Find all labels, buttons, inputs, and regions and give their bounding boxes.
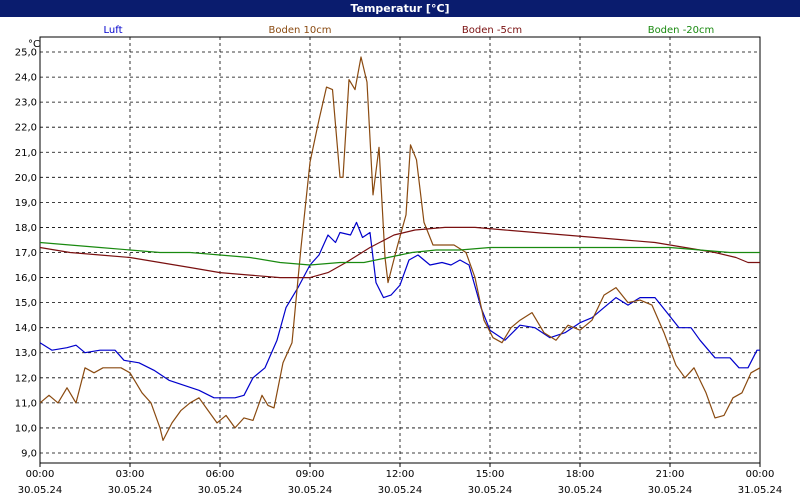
x-tick-time: 03:00 xyxy=(116,469,145,480)
x-tick-date: 31.05.24 xyxy=(738,485,783,496)
legend-entry: Luft xyxy=(104,25,123,36)
x-tick-time: 09:00 xyxy=(296,469,325,480)
x-tick-date: 30.05.24 xyxy=(558,485,603,496)
legend: Luft Boden 10cm Boden -5cm Boden -20cm xyxy=(104,25,715,36)
y-tick-label: 22,0 xyxy=(15,123,37,134)
y-tick-label: 12,0 xyxy=(15,373,37,384)
y-tick-label: 21,0 xyxy=(15,148,37,159)
x-tick-date: 30.05.24 xyxy=(198,485,243,496)
x-tick-time: 15:00 xyxy=(476,469,505,480)
y-tick-label: 9,0 xyxy=(21,448,37,459)
x-tick-time: 00:00 xyxy=(746,469,775,480)
x-tick-date: 30.05.24 xyxy=(288,485,333,496)
series-lines xyxy=(39,56,761,441)
y-tick-label: 23,0 xyxy=(15,98,37,109)
series-line-boden-10cm xyxy=(39,56,761,441)
x-tick-time: 18:00 xyxy=(566,469,595,480)
x-tick-date: 30.05.24 xyxy=(18,485,63,496)
y-axis-unit: °C xyxy=(28,39,40,50)
x-tick-time: 21:00 xyxy=(656,469,685,480)
y-tick-label: 10,0 xyxy=(15,423,37,434)
y-tick-label: 15,0 xyxy=(15,298,37,309)
y-tick-label: 24,0 xyxy=(15,73,37,84)
y-axis-ticks: 9,0 10,0 11,0 12,0 13,0 14,0 15,0 16,0 17,0 18,0 1… xyxy=(15,48,37,460)
y-tick-label: 16,0 xyxy=(15,273,37,284)
legend-entry: Boden -5cm xyxy=(462,25,522,36)
y-tick-label: 19,0 xyxy=(15,198,37,209)
y-tick-label: 17,0 xyxy=(15,248,37,259)
series-line-luft xyxy=(39,221,760,399)
y-tick-label: 13,0 xyxy=(15,348,37,359)
y-tick-label: 14,0 xyxy=(15,323,37,334)
x-tick-date: 30.05.24 xyxy=(108,485,153,496)
y-tick-label: 11,0 xyxy=(15,398,37,409)
x-tick-date: 30.05.24 xyxy=(468,485,513,496)
window-title: Temperatur [°C] xyxy=(0,0,800,17)
x-tick-date: 30.05.24 xyxy=(378,485,423,496)
x-tick-date: 30.05.24 xyxy=(648,485,693,496)
x-tick-time: 12:00 xyxy=(386,469,415,480)
legend-entry: Boden -20cm xyxy=(648,25,715,36)
series-line-boden-5cm xyxy=(39,226,760,279)
x-axis-ticks: 00:00 30.05.24 03:00 30.05.24 06:00 30.05.24 0… xyxy=(18,469,783,496)
y-tick-label: 18,0 xyxy=(15,223,37,234)
y-tick-label: 25,0 xyxy=(15,48,37,59)
x-tick-time: 06:00 xyxy=(206,469,235,480)
x-tick-time: 00:00 xyxy=(26,469,55,480)
y-tick-label: 20,0 xyxy=(15,173,37,184)
legend-entry: Boden 10cm xyxy=(269,25,332,36)
series-line-boden-20cm xyxy=(39,241,760,266)
